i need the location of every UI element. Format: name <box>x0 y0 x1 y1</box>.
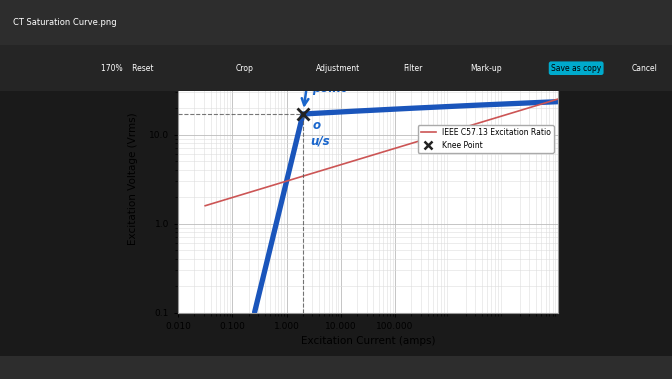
Y-axis label: Excitation Voltage (Vrms): Excitation Voltage (Vrms) <box>128 113 138 245</box>
Text: Adjustment: Adjustment <box>316 64 360 73</box>
Legend: IEEE C57.13 Excitation Ratio, Knee Point: IEEE C57.13 Excitation Ratio, Knee Point <box>417 125 554 153</box>
Text: Crop: Crop <box>235 64 253 73</box>
Text: o: o <box>312 119 321 132</box>
Text: point: point <box>312 82 346 95</box>
Text: Cancel: Cancel <box>632 64 658 73</box>
Text: Filter: Filter <box>403 64 423 73</box>
Text: Knee: Knee <box>308 66 341 79</box>
Text: Save as copy: Save as copy <box>551 64 601 73</box>
Text: 170%    Reset: 170% Reset <box>101 64 153 73</box>
Text: Mark-up: Mark-up <box>470 64 502 73</box>
Text: u/s: u/s <box>310 134 329 147</box>
Text: CT Saturation Curve.png: CT Saturation Curve.png <box>13 18 117 27</box>
X-axis label: Excitation Current (amps): Excitation Current (amps) <box>300 336 435 346</box>
